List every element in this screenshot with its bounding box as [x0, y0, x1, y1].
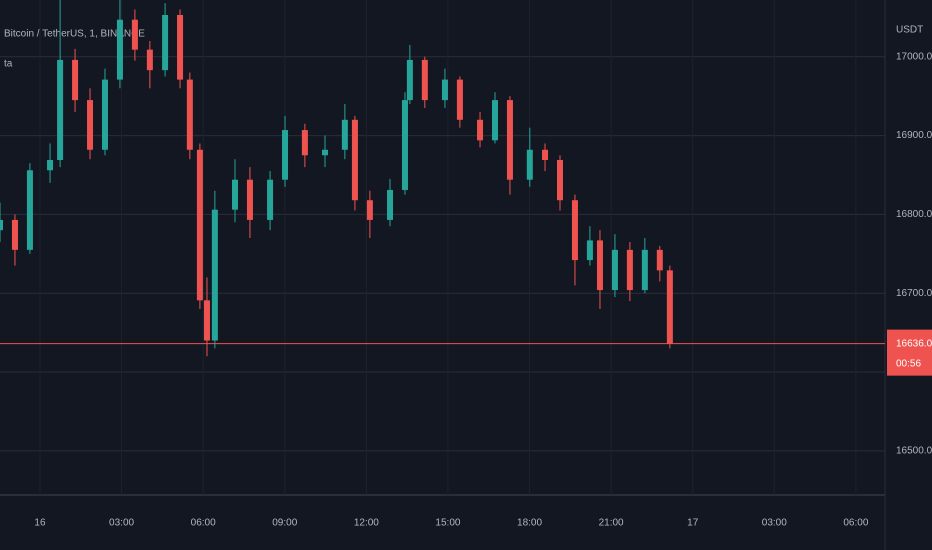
candle-body — [47, 160, 54, 171]
candle-body — [491, 100, 498, 141]
candles — [0, 0, 673, 357]
countdown-label: 00:56 — [896, 358, 921, 369]
candle-body — [556, 160, 563, 201]
y-tick-label: 17000.00 — [896, 51, 932, 62]
candle-body — [57, 59, 64, 161]
y-tick-label: 16500.00 — [896, 446, 932, 457]
candle-body — [571, 200, 578, 261]
candle-body — [0, 219, 3, 231]
candle-body — [186, 79, 193, 150]
candle-body — [441, 79, 448, 101]
candle-body — [542, 149, 549, 161]
last-price-label: 16636.04 — [896, 338, 932, 349]
x-tick-label: 03:00 — [762, 518, 787, 529]
x-tick-label: 09:00 — [272, 518, 297, 529]
candle-body — [351, 119, 358, 201]
candle-body — [421, 59, 428, 101]
x-tick-label: 15:00 — [435, 518, 460, 529]
candle-body — [203, 300, 210, 341]
currency-label: USDT — [896, 25, 923, 36]
y-tick-label: 16800.00 — [896, 209, 932, 220]
candle-body — [162, 14, 169, 71]
x-tick-label: 21:00 — [599, 518, 624, 529]
candle-body — [301, 130, 308, 156]
candle-body — [526, 149, 533, 180]
candle-body — [406, 59, 413, 101]
candle-body — [477, 119, 484, 141]
candle-body — [506, 100, 513, 180]
candle-body — [641, 249, 648, 291]
candle-body — [322, 149, 329, 156]
candle-body — [177, 14, 184, 80]
candle-body — [101, 79, 108, 150]
candle-body — [87, 100, 94, 150]
x-tick-label: 06:00 — [191, 518, 216, 529]
x-tick-label: 12:00 — [354, 518, 379, 529]
x-tick-label: 17 — [687, 518, 699, 529]
candle-body — [387, 189, 394, 220]
candle-body — [211, 209, 218, 341]
candle-body — [11, 219, 18, 250]
candle-body — [626, 249, 633, 291]
candle-body — [596, 240, 603, 291]
y-tick-label: 16700.00 — [896, 288, 932, 299]
y-tick-label: 16900.00 — [896, 130, 932, 141]
candle-body — [246, 179, 253, 220]
overlay: 16636.04 00:56 — [0, 329, 932, 376]
grid: 16500.0016600.0016700.0016800.0016900.00… — [0, 0, 932, 529]
candle-body — [611, 249, 618, 291]
candle-body — [366, 200, 373, 220]
candle-body — [586, 240, 593, 261]
candle-body — [131, 19, 138, 50]
x-tick-label: 18:00 — [517, 518, 542, 529]
chart-title: Bitcoin / TetherUS, 1, BINANCE — [4, 29, 145, 40]
x-tick-label: 06:00 — [843, 518, 868, 529]
x-tick-label: 03:00 — [109, 518, 134, 529]
candle-body — [341, 119, 348, 150]
x-tick-label: 16 — [34, 518, 46, 529]
candle-body — [116, 19, 123, 80]
candle-body — [666, 270, 673, 344]
candle-body — [267, 179, 274, 220]
indicator-label: ta — [4, 59, 13, 70]
candle-body — [656, 249, 663, 271]
candle-body — [456, 79, 463, 120]
candle-body — [146, 49, 153, 71]
candle-body — [26, 170, 33, 250]
candle-body — [282, 130, 289, 180]
candle-body — [72, 59, 79, 101]
candle-body — [231, 179, 238, 210]
candle-body — [401, 100, 408, 190]
candle-body — [196, 149, 203, 301]
last-price-box — [887, 329, 932, 376]
